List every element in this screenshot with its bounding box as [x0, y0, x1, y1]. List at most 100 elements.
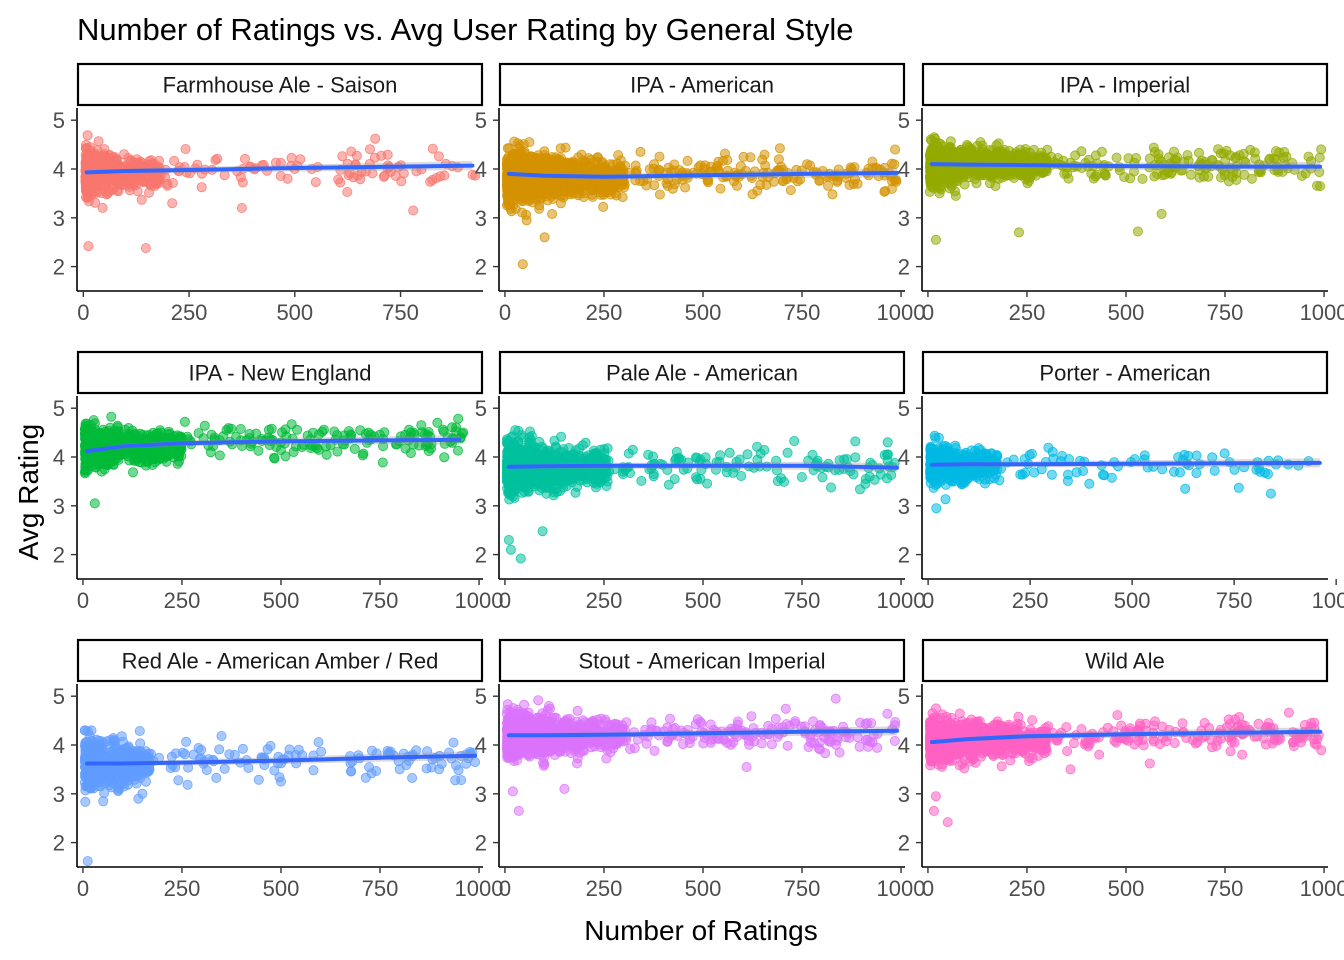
- data-point: [930, 234, 941, 245]
- data-points: [925, 430, 1314, 514]
- data-point: [503, 535, 514, 546]
- data-point: [972, 140, 983, 151]
- data-point: [860, 478, 871, 489]
- data-point: [1314, 152, 1325, 163]
- data-point: [541, 178, 552, 189]
- data-point: [789, 435, 800, 446]
- facet-strip-label: Farmhouse Ale - Saison: [163, 73, 398, 98]
- data-point: [745, 152, 756, 163]
- data-point: [120, 434, 131, 445]
- data-point: [882, 437, 893, 448]
- data-point: [827, 189, 838, 200]
- x-tick-label: 750: [1207, 300, 1244, 325]
- y-tick-label: 3: [898, 494, 910, 519]
- data-point: [539, 232, 550, 243]
- data-point: [556, 153, 567, 164]
- data-point: [516, 147, 527, 158]
- data-point: [703, 177, 714, 188]
- data-point: [623, 448, 634, 459]
- data-point: [591, 164, 602, 175]
- x-tick-label: 1000: [877, 588, 926, 613]
- data-point: [136, 194, 147, 205]
- y-tick-label: 3: [475, 494, 487, 519]
- data-point: [535, 153, 546, 164]
- data-point: [433, 151, 444, 162]
- data-point: [106, 411, 117, 422]
- data-point: [470, 170, 481, 181]
- x-tick-label: 750: [784, 300, 821, 325]
- data-point: [971, 178, 982, 189]
- data-point: [1230, 153, 1241, 164]
- data-point: [1139, 450, 1150, 461]
- data-point: [850, 436, 861, 447]
- y-tick-label: 5: [475, 108, 487, 133]
- data-point: [379, 427, 390, 438]
- x-tick-label: 500: [1108, 300, 1145, 325]
- y-tick-label: 3: [53, 494, 65, 519]
- data-point: [153, 155, 164, 166]
- x-tick-label: 250: [164, 588, 201, 613]
- data-point: [782, 447, 793, 458]
- data-point: [1035, 153, 1046, 164]
- data-point: [682, 155, 693, 166]
- x-tick-label: 250: [586, 588, 623, 613]
- data-point: [1233, 482, 1244, 493]
- data-point: [505, 489, 516, 500]
- data-point: [523, 194, 534, 205]
- data-point: [335, 177, 346, 188]
- data-point: [759, 149, 770, 160]
- data-point: [1153, 149, 1164, 160]
- x-tick-label: 750: [362, 588, 399, 613]
- data-point: [1269, 153, 1280, 164]
- data-point: [1042, 144, 1053, 155]
- data-point: [310, 177, 321, 188]
- data-point: [104, 186, 115, 197]
- data-point: [236, 202, 247, 213]
- data-point: [752, 441, 763, 452]
- data-point: [984, 474, 995, 485]
- data-point: [1303, 151, 1314, 162]
- x-tick-label: 750: [784, 588, 821, 613]
- data-point: [602, 443, 613, 454]
- data-point: [1043, 442, 1054, 453]
- data-point: [1315, 181, 1326, 192]
- y-tick-label: 2: [475, 255, 487, 280]
- data-point: [370, 133, 381, 144]
- data-point: [807, 449, 818, 460]
- data-point: [90, 150, 101, 161]
- data-point: [715, 450, 726, 461]
- trend-line: [930, 460, 1322, 467]
- data-point: [513, 446, 524, 457]
- data-point: [513, 425, 524, 436]
- data-point: [543, 451, 554, 462]
- data-point: [105, 433, 116, 444]
- x-tick-label: 0: [499, 300, 511, 325]
- data-point: [453, 413, 464, 424]
- data-point: [1194, 172, 1205, 183]
- data-point: [924, 171, 935, 182]
- data-point: [132, 159, 143, 170]
- data-point: [680, 182, 691, 193]
- data-point: [226, 423, 237, 434]
- data-point: [99, 150, 110, 161]
- data-point: [648, 468, 659, 479]
- data-point: [535, 186, 546, 197]
- data-point: [595, 477, 606, 488]
- y-tick-label: 4: [898, 445, 910, 470]
- data-point: [1191, 468, 1202, 479]
- data-point: [556, 431, 567, 442]
- data-points: [501, 425, 900, 564]
- data-point: [796, 471, 807, 482]
- y-tick-label: 5: [898, 396, 910, 421]
- facet-strip-label: Pale Ale - American: [606, 361, 798, 386]
- data-point: [523, 486, 534, 497]
- data-point: [515, 553, 526, 564]
- data-point: [588, 448, 599, 459]
- data-point: [417, 427, 428, 438]
- data-point: [295, 154, 306, 165]
- y-tick-label: 3: [53, 206, 65, 231]
- data-point: [517, 259, 528, 270]
